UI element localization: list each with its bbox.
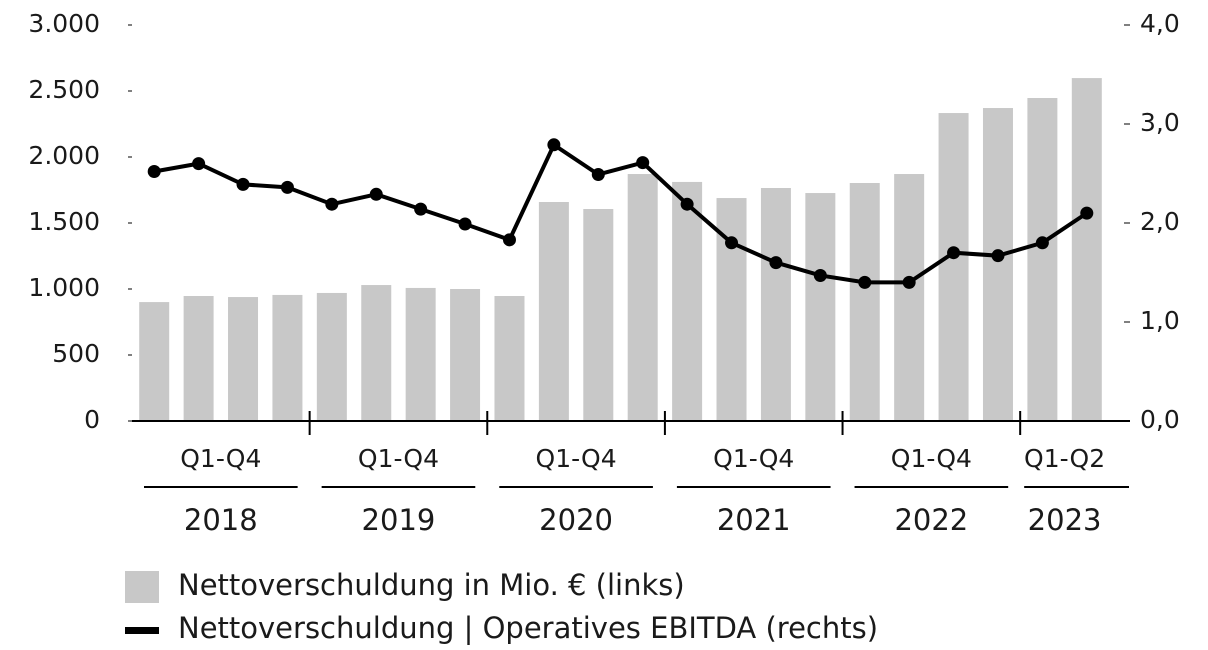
line-point — [902, 275, 916, 289]
group-year-label: 2019 — [362, 503, 436, 537]
line-point — [725, 236, 739, 250]
y-tick-label: 2.500 — [28, 75, 100, 104]
group-period-label: Q1-Q4 — [891, 444, 972, 473]
line-point — [636, 156, 650, 170]
group-year-label: 2021 — [717, 503, 791, 537]
line-point — [280, 180, 294, 194]
bar — [183, 295, 214, 421]
bar — [228, 297, 259, 421]
bar — [938, 113, 969, 421]
line-point — [991, 249, 1005, 263]
bar — [1071, 78, 1102, 422]
y2-tick-label: 4,0 — [1140, 9, 1180, 38]
y2-tick-label: 2,0 — [1140, 207, 1180, 236]
line-point — [147, 165, 161, 179]
bar — [672, 181, 703, 421]
group-year-label: 2022 — [894, 503, 968, 537]
group-period-label: Q1-Q4 — [713, 444, 794, 473]
legend-swatch — [125, 571, 159, 603]
bar — [538, 202, 569, 421]
legend-label: Nettoverschuldung | Operatives EBITDA (r… — [178, 611, 878, 645]
line-point — [458, 217, 472, 231]
line-point — [369, 187, 383, 201]
group-year-label: 2020 — [539, 503, 613, 537]
line-point — [858, 275, 872, 289]
y2-tick-label: 0,0 — [1140, 405, 1180, 434]
bar — [760, 188, 791, 421]
y2-tick-label: 1,0 — [1140, 306, 1180, 335]
bar — [627, 174, 658, 421]
group-period-label: Q1-Q4 — [180, 444, 261, 473]
group-period-label: Q1-Q4 — [358, 444, 439, 473]
line-point — [813, 268, 827, 282]
line-point — [502, 233, 516, 247]
legend-swatch — [125, 627, 159, 634]
line-point — [192, 157, 206, 171]
line-point — [1080, 206, 1094, 220]
y-tick-label: 1.500 — [28, 207, 100, 236]
line-point — [547, 138, 561, 152]
line-point — [414, 202, 428, 216]
bar — [272, 294, 303, 421]
line-point — [769, 256, 783, 270]
bar — [405, 287, 436, 421]
bar — [894, 174, 925, 421]
y-tick-label: 2.000 — [28, 141, 100, 170]
bar — [316, 292, 347, 421]
group-period-label: Q1-Q2 — [1024, 444, 1105, 473]
bar — [361, 285, 392, 421]
legend-label: Nettoverschuldung in Mio. € (links) — [178, 568, 685, 602]
line-point — [680, 197, 694, 211]
y-tick-label: 0 — [84, 405, 100, 434]
line-point — [1035, 236, 1049, 250]
line-point — [591, 167, 605, 181]
bar — [805, 193, 836, 421]
bar — [139, 302, 170, 421]
bar — [583, 209, 614, 421]
y-tick-label: 3.000 — [28, 9, 100, 38]
bar — [849, 183, 880, 421]
bar — [1027, 97, 1058, 421]
line — [153, 141, 1088, 285]
y-tick-label: 1.000 — [28, 273, 100, 302]
line-point — [236, 177, 250, 191]
line-point — [325, 197, 339, 211]
bar — [450, 289, 481, 421]
y2-tick-label: 3,0 — [1140, 108, 1180, 137]
group-period-label: Q1-Q4 — [536, 444, 617, 473]
line-point — [947, 246, 961, 260]
bar — [494, 295, 525, 421]
bar — [982, 108, 1013, 421]
y-tick-label: 500 — [52, 339, 100, 368]
group-year-label: 2018 — [184, 503, 258, 537]
group-year-label: 2023 — [1028, 503, 1102, 537]
